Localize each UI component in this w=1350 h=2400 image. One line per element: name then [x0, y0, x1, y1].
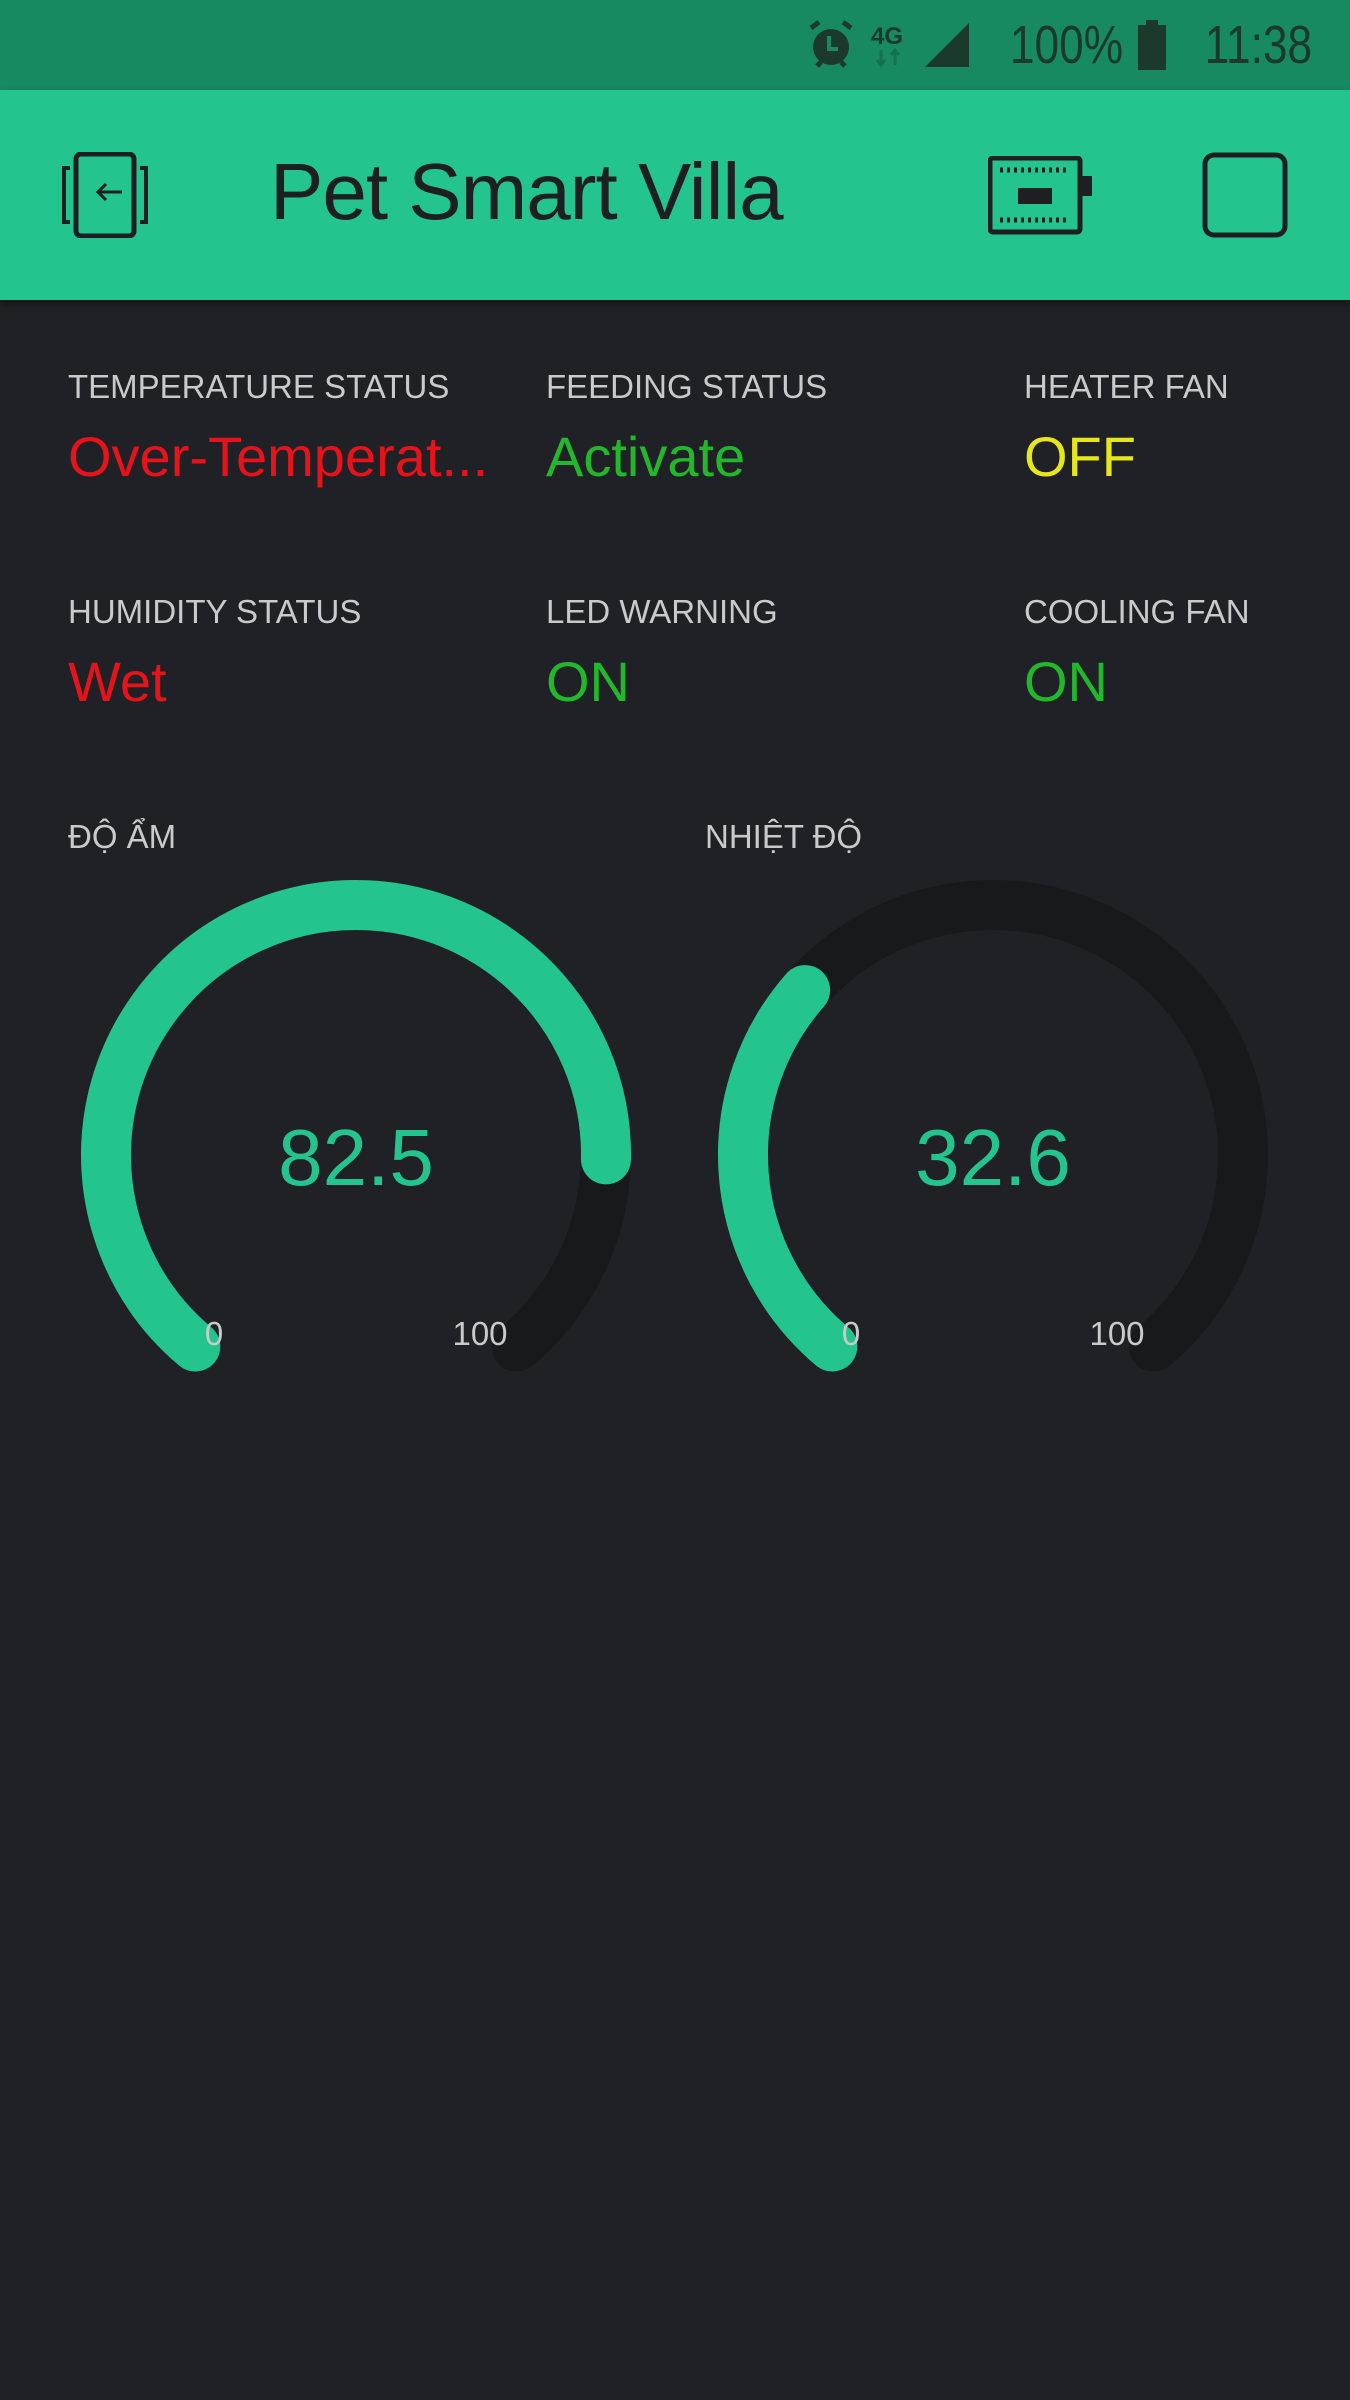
signal-icon	[924, 23, 969, 67]
gauge-min: 0	[842, 1315, 860, 1352]
widget-value: Wet	[68, 650, 167, 713]
widget-label: HEATER FAN	[1024, 368, 1229, 405]
battery-percent: 100%	[1009, 15, 1123, 75]
device-board-icon[interactable]	[988, 156, 1094, 236]
widget-label: HUMIDITY STATUS	[68, 593, 362, 630]
gauge-temperature-label: NHIỆT ĐỘ	[705, 818, 863, 855]
widget-cooling-fan: COOLING FAN ON	[1024, 593, 1250, 714]
stop-square-icon[interactable]	[1202, 152, 1288, 238]
battery-icon	[1137, 20, 1166, 70]
widget-label: FEEDING STATUS	[546, 368, 828, 405]
widget-value: Over-Temperat...	[68, 425, 489, 488]
gauge-humidity: 82.5 0 100	[81, 880, 631, 1372]
gauge-value: 32.6	[915, 1113, 1071, 1202]
widget-value: ON	[1024, 650, 1108, 713]
widget-label: LED WARNING	[546, 593, 778, 630]
widget-value: ON	[546, 650, 630, 713]
widget-label: TEMPERATURE STATUS	[68, 368, 450, 405]
gauge-fill	[718, 965, 858, 1372]
gauge-value: 82.5	[278, 1113, 434, 1202]
widget-led-warning: LED WARNING ON	[546, 593, 778, 714]
widget-heater-fan: HEATER FAN OFF	[1024, 368, 1229, 489]
gauge-max: 100	[1089, 1315, 1144, 1352]
exit-icon[interactable]	[60, 152, 150, 238]
clock: 11:38	[1204, 15, 1312, 75]
status-bar: 4G 100% 11:38	[0, 0, 1350, 90]
gauge-humidity-label: ĐỘ ẨM	[68, 818, 177, 855]
gauge-min: 0	[205, 1315, 223, 1352]
gauge-temperature: 32.6 0 100	[718, 880, 1268, 1372]
app-header: Pet Smart Villa	[0, 90, 1350, 300]
widget-temperature-status: TEMPERATURE STATUS Over-Temperat...	[68, 368, 488, 489]
widget-humidity-status: HUMIDITY STATUS Wet	[68, 593, 361, 714]
network-4g-icon: 4G	[871, 23, 903, 68]
page-title: Pet Smart Villa	[270, 147, 784, 236]
widget-label: COOLING FAN	[1024, 593, 1250, 630]
svg-text:4G: 4G	[871, 23, 903, 50]
widget-feeding-status: FEEDING STATUS Activate	[546, 368, 827, 489]
gauge-fill	[81, 880, 631, 1372]
widget-value: Activate	[546, 425, 746, 488]
alarm-icon	[809, 20, 853, 68]
widget-value: OFF	[1024, 425, 1136, 488]
gauge-max: 100	[452, 1315, 507, 1352]
